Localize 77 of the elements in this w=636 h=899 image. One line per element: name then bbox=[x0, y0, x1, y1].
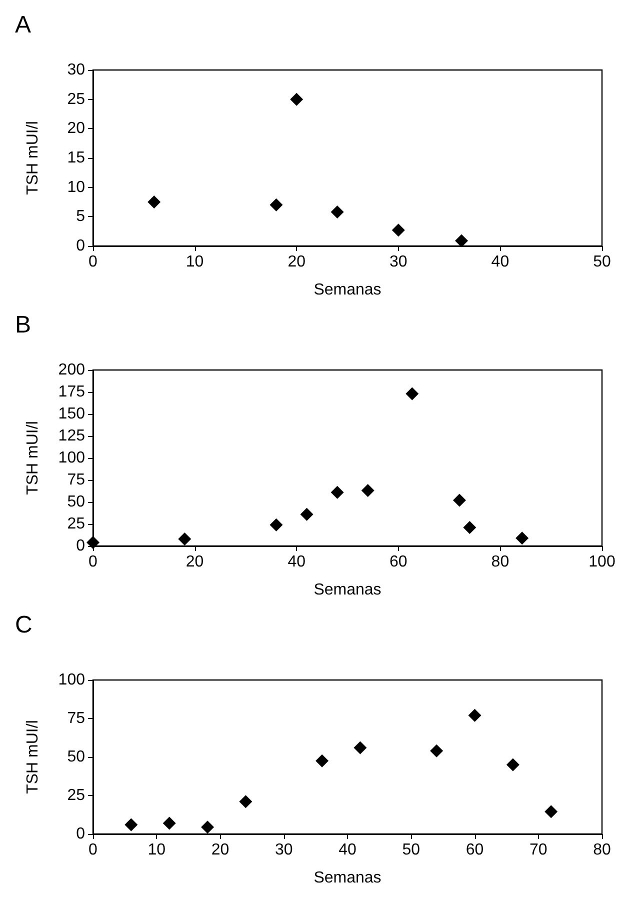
point bbox=[354, 741, 367, 754]
point bbox=[452, 494, 466, 507]
x-tick-label: 10 bbox=[148, 842, 166, 858]
point bbox=[544, 805, 558, 818]
y-tick-label: 100 bbox=[58, 672, 86, 688]
x-tick-label: 0 bbox=[88, 842, 98, 858]
point bbox=[148, 196, 161, 208]
x-tick-label: 0 bbox=[88, 254, 98, 270]
point bbox=[430, 744, 444, 758]
y-tick-label: 25 bbox=[67, 787, 86, 804]
x-tick-label: 10 bbox=[186, 254, 204, 270]
y-tick-label: 5 bbox=[76, 208, 86, 226]
y-axis-title: TSH mUI/l bbox=[24, 121, 42, 195]
y-tick-label: 200 bbox=[58, 362, 86, 378]
point bbox=[124, 818, 138, 832]
y-tick-label: 25 bbox=[67, 516, 86, 532]
x-tick-label: 30 bbox=[390, 254, 408, 270]
y-tick-label: 175 bbox=[58, 384, 86, 400]
x-tick-label: 100 bbox=[588, 554, 616, 570]
x-tick-label: 20 bbox=[186, 554, 204, 570]
point bbox=[178, 532, 192, 546]
x-tick-label: 60 bbox=[466, 842, 484, 858]
x-tick-label: 80 bbox=[491, 554, 510, 570]
y-tick-label: 125 bbox=[58, 428, 86, 444]
y-tick-label: 75 bbox=[67, 710, 86, 727]
y-tick-label: 50 bbox=[67, 494, 86, 510]
point bbox=[463, 521, 476, 534]
y-tick-label: 0 bbox=[76, 238, 86, 254]
y-tick-label: 25 bbox=[67, 90, 86, 108]
point bbox=[270, 198, 283, 212]
x-axis-title: Semanas bbox=[314, 870, 382, 886]
x-tick-label: 20 bbox=[211, 842, 230, 858]
y-tick-label: 20 bbox=[67, 120, 86, 138]
x-tick-label: 60 bbox=[390, 554, 408, 570]
y-tick-label: 0 bbox=[76, 826, 86, 842]
y-axis-title: TSH mUI/l bbox=[24, 421, 42, 495]
x-axis-title: Semanas bbox=[314, 282, 382, 298]
chart-title: B bbox=[15, 312, 32, 338]
y-tick-label: 30 bbox=[67, 62, 86, 78]
point bbox=[270, 518, 283, 532]
x-tick-label: 50 bbox=[402, 842, 420, 858]
x-tick-label: 0 bbox=[88, 554, 98, 570]
point bbox=[86, 536, 100, 549]
x-axis-title: Semanas bbox=[314, 582, 382, 598]
x-tick-label: 20 bbox=[288, 254, 306, 270]
y-axis-title: TSH mUI/l bbox=[24, 720, 42, 794]
chart-title: A bbox=[15, 12, 32, 38]
y-tick-label: 100 bbox=[58, 450, 86, 466]
point bbox=[162, 816, 176, 830]
point bbox=[468, 708, 482, 722]
x-tick-label: 40 bbox=[288, 554, 306, 570]
x-tick-label: 80 bbox=[593, 842, 611, 858]
y-tick-label: 75 bbox=[67, 472, 86, 488]
point bbox=[392, 224, 405, 237]
point bbox=[290, 92, 304, 106]
point bbox=[239, 795, 252, 808]
point bbox=[406, 387, 419, 400]
point bbox=[361, 484, 374, 498]
y-tick-label: 150 bbox=[58, 406, 86, 422]
x-tick-label: 30 bbox=[274, 842, 293, 858]
point bbox=[506, 758, 520, 772]
y-tick-label: 0 bbox=[76, 538, 86, 554]
x-tick-label: 40 bbox=[338, 842, 356, 858]
y-tick-label: 10 bbox=[67, 178, 86, 196]
point bbox=[516, 532, 529, 545]
x-tick-label: 40 bbox=[491, 254, 510, 270]
point bbox=[316, 754, 329, 768]
x-tick-label: 70 bbox=[529, 842, 548, 858]
chart-title: C bbox=[15, 612, 32, 638]
point bbox=[455, 234, 468, 248]
y-tick-label: 50 bbox=[67, 748, 86, 766]
point bbox=[300, 508, 314, 521]
point bbox=[201, 820, 214, 834]
x-tick-label: 50 bbox=[593, 254, 611, 270]
y-tick-label: 15 bbox=[67, 150, 86, 166]
point bbox=[330, 205, 344, 218]
point bbox=[330, 486, 344, 499]
